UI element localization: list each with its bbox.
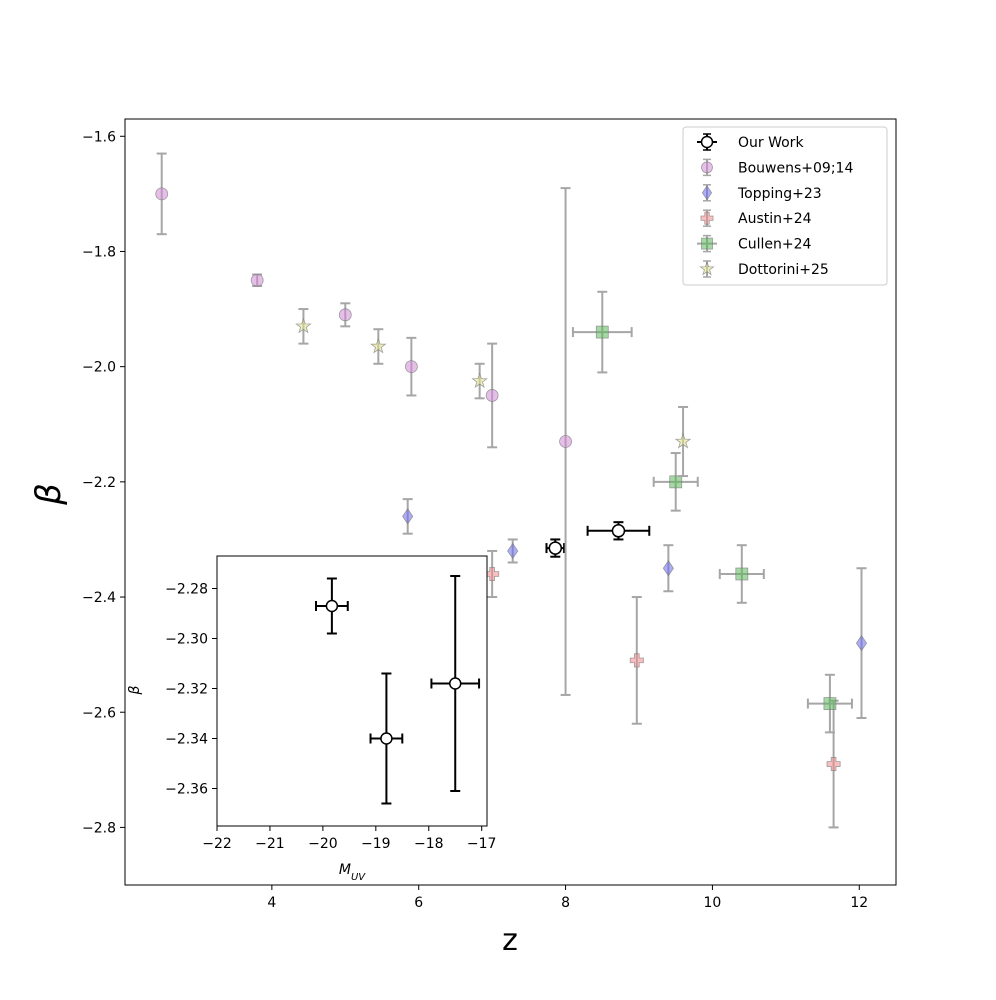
y-tick-label: −2.34 xyxy=(165,732,208,748)
y-tick-label: −2.2 xyxy=(82,475,116,491)
inset-x-axis-label: MUV xyxy=(339,862,366,883)
series-5-point-3-marker xyxy=(674,432,692,449)
y-tick-label: −1.8 xyxy=(82,245,116,261)
legend-marker xyxy=(699,260,715,276)
series-1-point-0-marker xyxy=(155,187,169,201)
inset-chart: −22 −21 −20 −19 −18 −17 −2.28 −2.30 −2.32 −2.34 −2… xyxy=(127,555,496,883)
x-tick-label: 6 xyxy=(414,895,423,911)
legend-marker xyxy=(701,161,713,174)
legend: Our Work Bouwens+09;14 Topping+23 Austin+24… xyxy=(682,126,888,286)
series-5-point-2-marker xyxy=(471,372,488,389)
x-tick-label: 8 xyxy=(561,895,570,911)
series-2-point-0-marker xyxy=(402,508,414,525)
inset-x-label-main: M xyxy=(339,862,351,878)
legend-label: Topping+23 xyxy=(737,186,822,202)
x-tick-label: −19 xyxy=(361,836,391,852)
x-tick-label: 12 xyxy=(850,895,868,911)
legend-box xyxy=(682,126,888,286)
series-4-point-0-marker xyxy=(595,325,609,339)
x-tick-label: −17 xyxy=(467,836,497,852)
legend-entry: Bouwens+09;14 xyxy=(701,158,853,176)
main-x-axis-label: z xyxy=(502,923,518,958)
main-axis-ticks: 4 6 8 10 12 −1.6 −1.8 −2.0 −2.2 −2.4 −2.6 −2.8 xyxy=(82,129,868,911)
series-1-point-4-marker xyxy=(485,389,499,402)
y-tick-label: −2.0 xyxy=(82,360,116,376)
inset-x-label-subscript: UV xyxy=(351,872,366,883)
inset-y-axis-label: β xyxy=(127,685,143,695)
main-data-points xyxy=(155,152,868,829)
legend-label: Austin+24 xyxy=(738,211,812,227)
series-0-point-2-marker xyxy=(448,677,462,690)
y-tick-label: −2.32 xyxy=(165,682,208,698)
series-1-point-5-marker xyxy=(559,435,572,448)
series-4-point-1-marker xyxy=(669,475,683,489)
series-1-point-1-marker xyxy=(250,273,264,287)
main-chart: 4 6 8 10 12−1.6−1.8−2.0−2.2−2.4−2.6−2.8 z β … xyxy=(29,118,897,958)
legend-label: Cullen+24 xyxy=(738,237,812,253)
legend-label: Dottorini+25 xyxy=(738,262,829,278)
legend-marker xyxy=(701,237,713,250)
series-4-point-2-marker xyxy=(735,567,749,581)
legend-entry: Dottorini+25 xyxy=(699,260,829,278)
legend-label: Bouwens+09;14 xyxy=(738,160,853,176)
inset-plot-frame xyxy=(216,555,488,827)
inset-data-points xyxy=(315,575,481,805)
legend-entry: Austin+24 xyxy=(700,209,812,227)
legend-marker xyxy=(700,135,714,149)
series-2-point-2-marker xyxy=(662,560,674,577)
legend-marker xyxy=(700,211,714,225)
y-tick-label: −2.4 xyxy=(82,590,116,606)
series-5-point-1-marker xyxy=(370,337,387,354)
series-4-point-3-marker xyxy=(823,697,837,710)
series-3-point-2-marker xyxy=(826,757,841,772)
y-tick-label: −2.36 xyxy=(165,782,208,798)
series-1-point-3-marker xyxy=(404,360,418,374)
y-tick-label: −2.28 xyxy=(165,582,208,598)
y-tick-label: −2.30 xyxy=(165,632,208,648)
legend-marker xyxy=(701,185,713,201)
legend-entry: Topping+23 xyxy=(701,184,822,202)
series-0-point-0-marker xyxy=(325,599,339,613)
x-tick-label: −22 xyxy=(202,836,232,852)
x-tick-label: −21 xyxy=(255,836,285,852)
y-tick-label: −1.6 xyxy=(82,129,116,145)
x-tick-label: −18 xyxy=(414,836,444,852)
x-tick-label: 10 xyxy=(704,895,722,911)
inset-axis-ticks: −22 −21 −20 −19 −18 −17 −2.28 −2.30 −2.32 −2.34 −2… xyxy=(165,582,496,852)
legend-label: Our Work xyxy=(738,135,804,151)
x-tick-label: 4 xyxy=(267,895,276,911)
series-0-point-0-marker xyxy=(548,541,563,555)
x-tick-label: −20 xyxy=(308,836,338,852)
series-0-point-1-marker xyxy=(611,524,626,538)
legend-entry: Cullen+24 xyxy=(697,234,812,253)
main-y-axis-label: β xyxy=(29,483,69,506)
series-3-point-1-marker xyxy=(629,653,644,668)
series-1-point-2-marker xyxy=(338,308,352,322)
y-tick-label: −2.6 xyxy=(82,705,116,721)
legend-entry: Our Work xyxy=(697,133,804,151)
series-5-point-0-marker xyxy=(295,317,312,334)
series-2-point-1-marker xyxy=(507,542,519,560)
series-0-point-1-marker xyxy=(380,732,393,745)
series-2-point-3-marker xyxy=(855,634,868,652)
y-tick-label: −2.8 xyxy=(82,820,116,836)
